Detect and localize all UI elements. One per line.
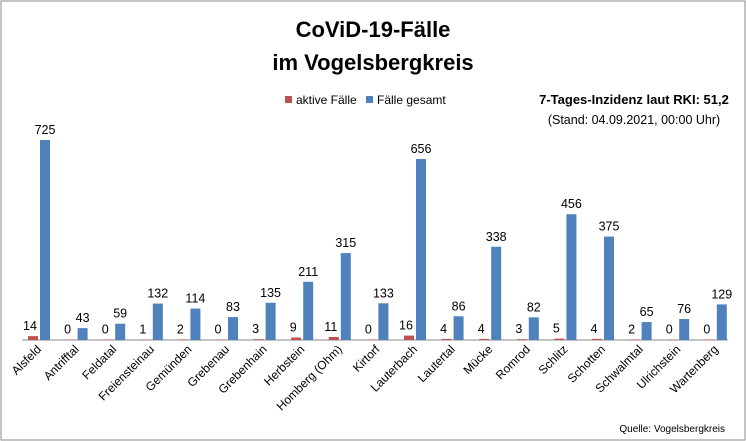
data-label-total: 82 <box>527 300 541 314</box>
bar-total <box>566 214 577 340</box>
data-label-active: 0 <box>64 323 71 337</box>
bar-total <box>641 322 652 340</box>
data-label-total: 129 <box>711 287 732 301</box>
title-line-2: im Vogelsbergkreis <box>272 50 473 75</box>
bar-active <box>65 339 76 340</box>
data-label-total: 65 <box>640 305 654 319</box>
bar-active <box>178 339 189 340</box>
bar-total <box>40 140 50 340</box>
data-label-total: 59 <box>113 307 127 321</box>
bar-active <box>140 339 151 340</box>
bar-total <box>303 281 314 340</box>
incidence-annotation: 7-Tages-Inzidenz laut RKI: 51,2 <box>539 92 729 107</box>
legend-swatch-total <box>366 96 373 103</box>
data-label-total: 456 <box>561 197 582 211</box>
bar-active <box>28 336 38 340</box>
data-label-total: 315 <box>335 236 356 250</box>
bar-total <box>340 253 351 340</box>
bar-total <box>190 308 201 340</box>
data-label-total: 725 <box>35 123 56 137</box>
bar-total <box>528 317 539 340</box>
data-label-active: 0 <box>215 323 222 337</box>
data-label-active: 16 <box>399 319 413 333</box>
bar-active <box>404 335 414 340</box>
data-label-total: 114 <box>185 292 205 306</box>
bar-active <box>216 339 226 340</box>
legend: aktive Fälle Fälle gesamt <box>285 93 446 107</box>
source-label: Quelle: Vogelsbergkreis <box>619 424 725 435</box>
bar-total <box>265 302 276 340</box>
data-label-active: 9 <box>290 321 297 335</box>
bar-active <box>103 339 114 340</box>
bar-active <box>328 336 339 340</box>
data-label-active: 0 <box>102 323 109 337</box>
data-label-total: 76 <box>677 302 691 316</box>
bar-total <box>152 303 163 340</box>
bar-active <box>253 339 264 340</box>
data-label-total: 135 <box>260 286 281 300</box>
bar-active <box>629 339 640 340</box>
bar-total <box>716 304 727 340</box>
data-label-active: 2 <box>177 322 184 336</box>
data-label-active: 5 <box>553 322 560 336</box>
bar-active <box>592 338 602 340</box>
data-label-total: 211 <box>298 265 318 279</box>
data-label-total: 133 <box>373 286 394 300</box>
bar-total <box>77 328 88 340</box>
bar-total <box>453 316 464 340</box>
data-label-active: 2 <box>628 322 635 336</box>
bar-total <box>228 317 238 340</box>
data-label-active: 11 <box>324 320 337 334</box>
bar-active <box>516 339 527 340</box>
bar-active <box>479 338 490 340</box>
data-label-total: 132 <box>147 287 168 301</box>
data-label-total: 43 <box>76 311 90 325</box>
bar-total <box>491 246 502 340</box>
bar-total <box>604 236 614 340</box>
bar-total <box>378 303 389 340</box>
data-label-total: 83 <box>226 300 240 314</box>
bar-active <box>704 339 715 340</box>
bar-active <box>667 339 678 340</box>
legend-swatch-active <box>285 96 292 103</box>
data-label-active: 4 <box>478 322 485 336</box>
data-label-total: 86 <box>452 299 466 313</box>
legend-label-active: aktive Fälle <box>296 93 357 107</box>
bar-total <box>416 159 426 340</box>
bar-total <box>679 319 690 340</box>
bar-active <box>291 337 302 340</box>
legend-label-total: Fälle gesamt <box>377 93 446 107</box>
data-label-active: 0 <box>666 323 673 337</box>
data-label-active: 3 <box>515 322 522 336</box>
bar-active <box>366 339 377 340</box>
data-label-active: 4 <box>591 322 598 336</box>
data-label-active: 4 <box>440 322 447 336</box>
data-label-active: 0 <box>703 323 710 337</box>
data-label-active: 14 <box>23 319 37 333</box>
data-label-total: 656 <box>411 142 432 156</box>
data-label-active: 1 <box>139 323 146 337</box>
data-label-total: 338 <box>486 230 507 244</box>
data-label-total: 375 <box>599 220 620 234</box>
title-line-1: CoViD-19-Fälle <box>296 17 451 42</box>
bar-active <box>554 338 565 340</box>
status-date-annotation: (Stand: 04.09.2021, 00:00 Uhr) <box>548 113 720 127</box>
bar-total <box>115 323 126 340</box>
data-label-active: 0 <box>365 323 372 337</box>
bar-active <box>441 338 452 340</box>
data-label-active: 3 <box>252 322 259 336</box>
